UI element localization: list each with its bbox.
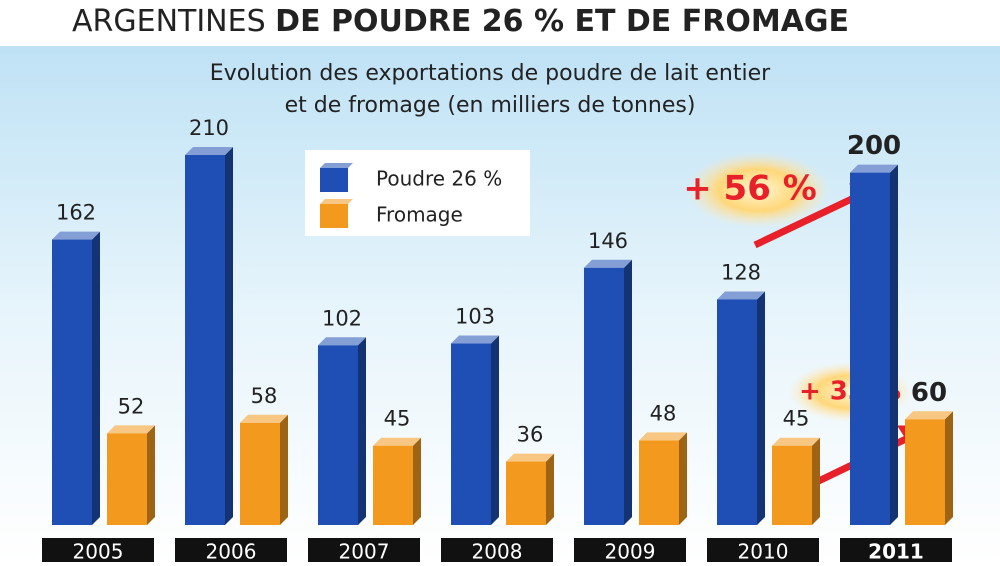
year-box: [308, 538, 420, 566]
legend-label: Fromage: [376, 203, 463, 227]
legend-swatch-top: [320, 199, 353, 204]
bar: [639, 440, 679, 525]
bar-side: [147, 425, 155, 525]
value-label: 146: [588, 229, 628, 253]
arrow: [753, 191, 862, 249]
bar-side: [679, 432, 687, 525]
value-label: 45: [384, 407, 411, 431]
bar-top: [506, 453, 554, 462]
year-box: [175, 538, 287, 566]
value-label: 128: [721, 260, 761, 284]
value-label: 36: [517, 423, 544, 447]
bar-top: [850, 164, 898, 173]
year-box: [574, 538, 686, 566]
value-label: 52: [118, 394, 145, 418]
legend-swatch: [320, 168, 348, 192]
bar-top: [905, 411, 953, 420]
bar-top: [639, 432, 687, 441]
year-box: [707, 538, 819, 566]
value-label: 60: [911, 378, 947, 408]
bar: [905, 419, 945, 525]
x-tick-label: 2010: [738, 540, 789, 563]
bar: [318, 345, 358, 525]
bar-top: [717, 291, 765, 300]
x-tick-label: 2007: [339, 540, 390, 563]
x-tick-label: 2005: [73, 540, 124, 563]
annotation-glow: [686, 152, 830, 228]
legend-swatch-top: [320, 163, 353, 168]
x-tick-label: 2009: [605, 540, 656, 563]
bar-top: [318, 337, 366, 346]
bar-side: [945, 411, 953, 525]
bar: [373, 445, 413, 525]
bar: [506, 461, 546, 525]
bar-top: [240, 414, 288, 423]
year-box: [840, 538, 952, 566]
x-tick-label: 2008: [472, 540, 523, 563]
value-label: 210: [189, 116, 229, 140]
bar-side: [358, 337, 366, 525]
bar-side: [92, 231, 100, 526]
bar-side: [225, 147, 233, 525]
value-label: 45: [783, 407, 810, 431]
bar-side: [546, 453, 554, 525]
bar-top: [107, 425, 155, 434]
year-box: [42, 538, 154, 566]
bar: [772, 445, 812, 525]
value-label: 162: [56, 201, 96, 225]
x-tick-label: 2011: [868, 540, 924, 563]
value-label: 200: [847, 131, 901, 161]
bar-side: [491, 335, 499, 525]
bar-top: [185, 147, 233, 155]
bar: [52, 239, 92, 526]
subtitle: Evolution des exportations de poudre de …: [210, 61, 771, 86]
bar-side: [812, 437, 820, 525]
legend-swatch: [320, 204, 348, 228]
bar: [451, 343, 491, 525]
value-label: 103: [455, 305, 495, 329]
year-box: [441, 538, 553, 566]
bar: [717, 299, 757, 525]
title-bold: DE POUDRE 26 % ET DE FROMAGE: [275, 4, 849, 39]
bar-top: [52, 231, 100, 240]
bar: [584, 267, 624, 525]
bar-top: [584, 259, 632, 268]
chart-title: ARGENTINES DE POUDRE 26 % ET DE FROMAGE: [72, 4, 849, 39]
legend-label: Poudre 26 %: [376, 167, 502, 191]
bar-top: [772, 437, 820, 446]
bar-side: [413, 437, 421, 525]
value-label: 48: [650, 401, 677, 425]
value-label: 58: [251, 384, 278, 408]
bar-top: [451, 335, 499, 344]
bar: [240, 422, 280, 525]
title-light: ARGENTINES: [72, 4, 266, 39]
bar: [185, 155, 225, 525]
value-label: 102: [322, 306, 362, 330]
subtitle: et de fromage (en milliers de tonnes): [285, 93, 696, 118]
bar: [850, 172, 890, 525]
bar: [107, 433, 147, 525]
bar-side: [624, 259, 632, 525]
annotation: + 56 %: [683, 169, 817, 209]
x-tick-label: 2006: [206, 540, 257, 563]
bar-top: [373, 437, 421, 446]
bar-side: [280, 414, 288, 525]
bar-side: [757, 291, 765, 525]
bar-side: [890, 164, 898, 525]
